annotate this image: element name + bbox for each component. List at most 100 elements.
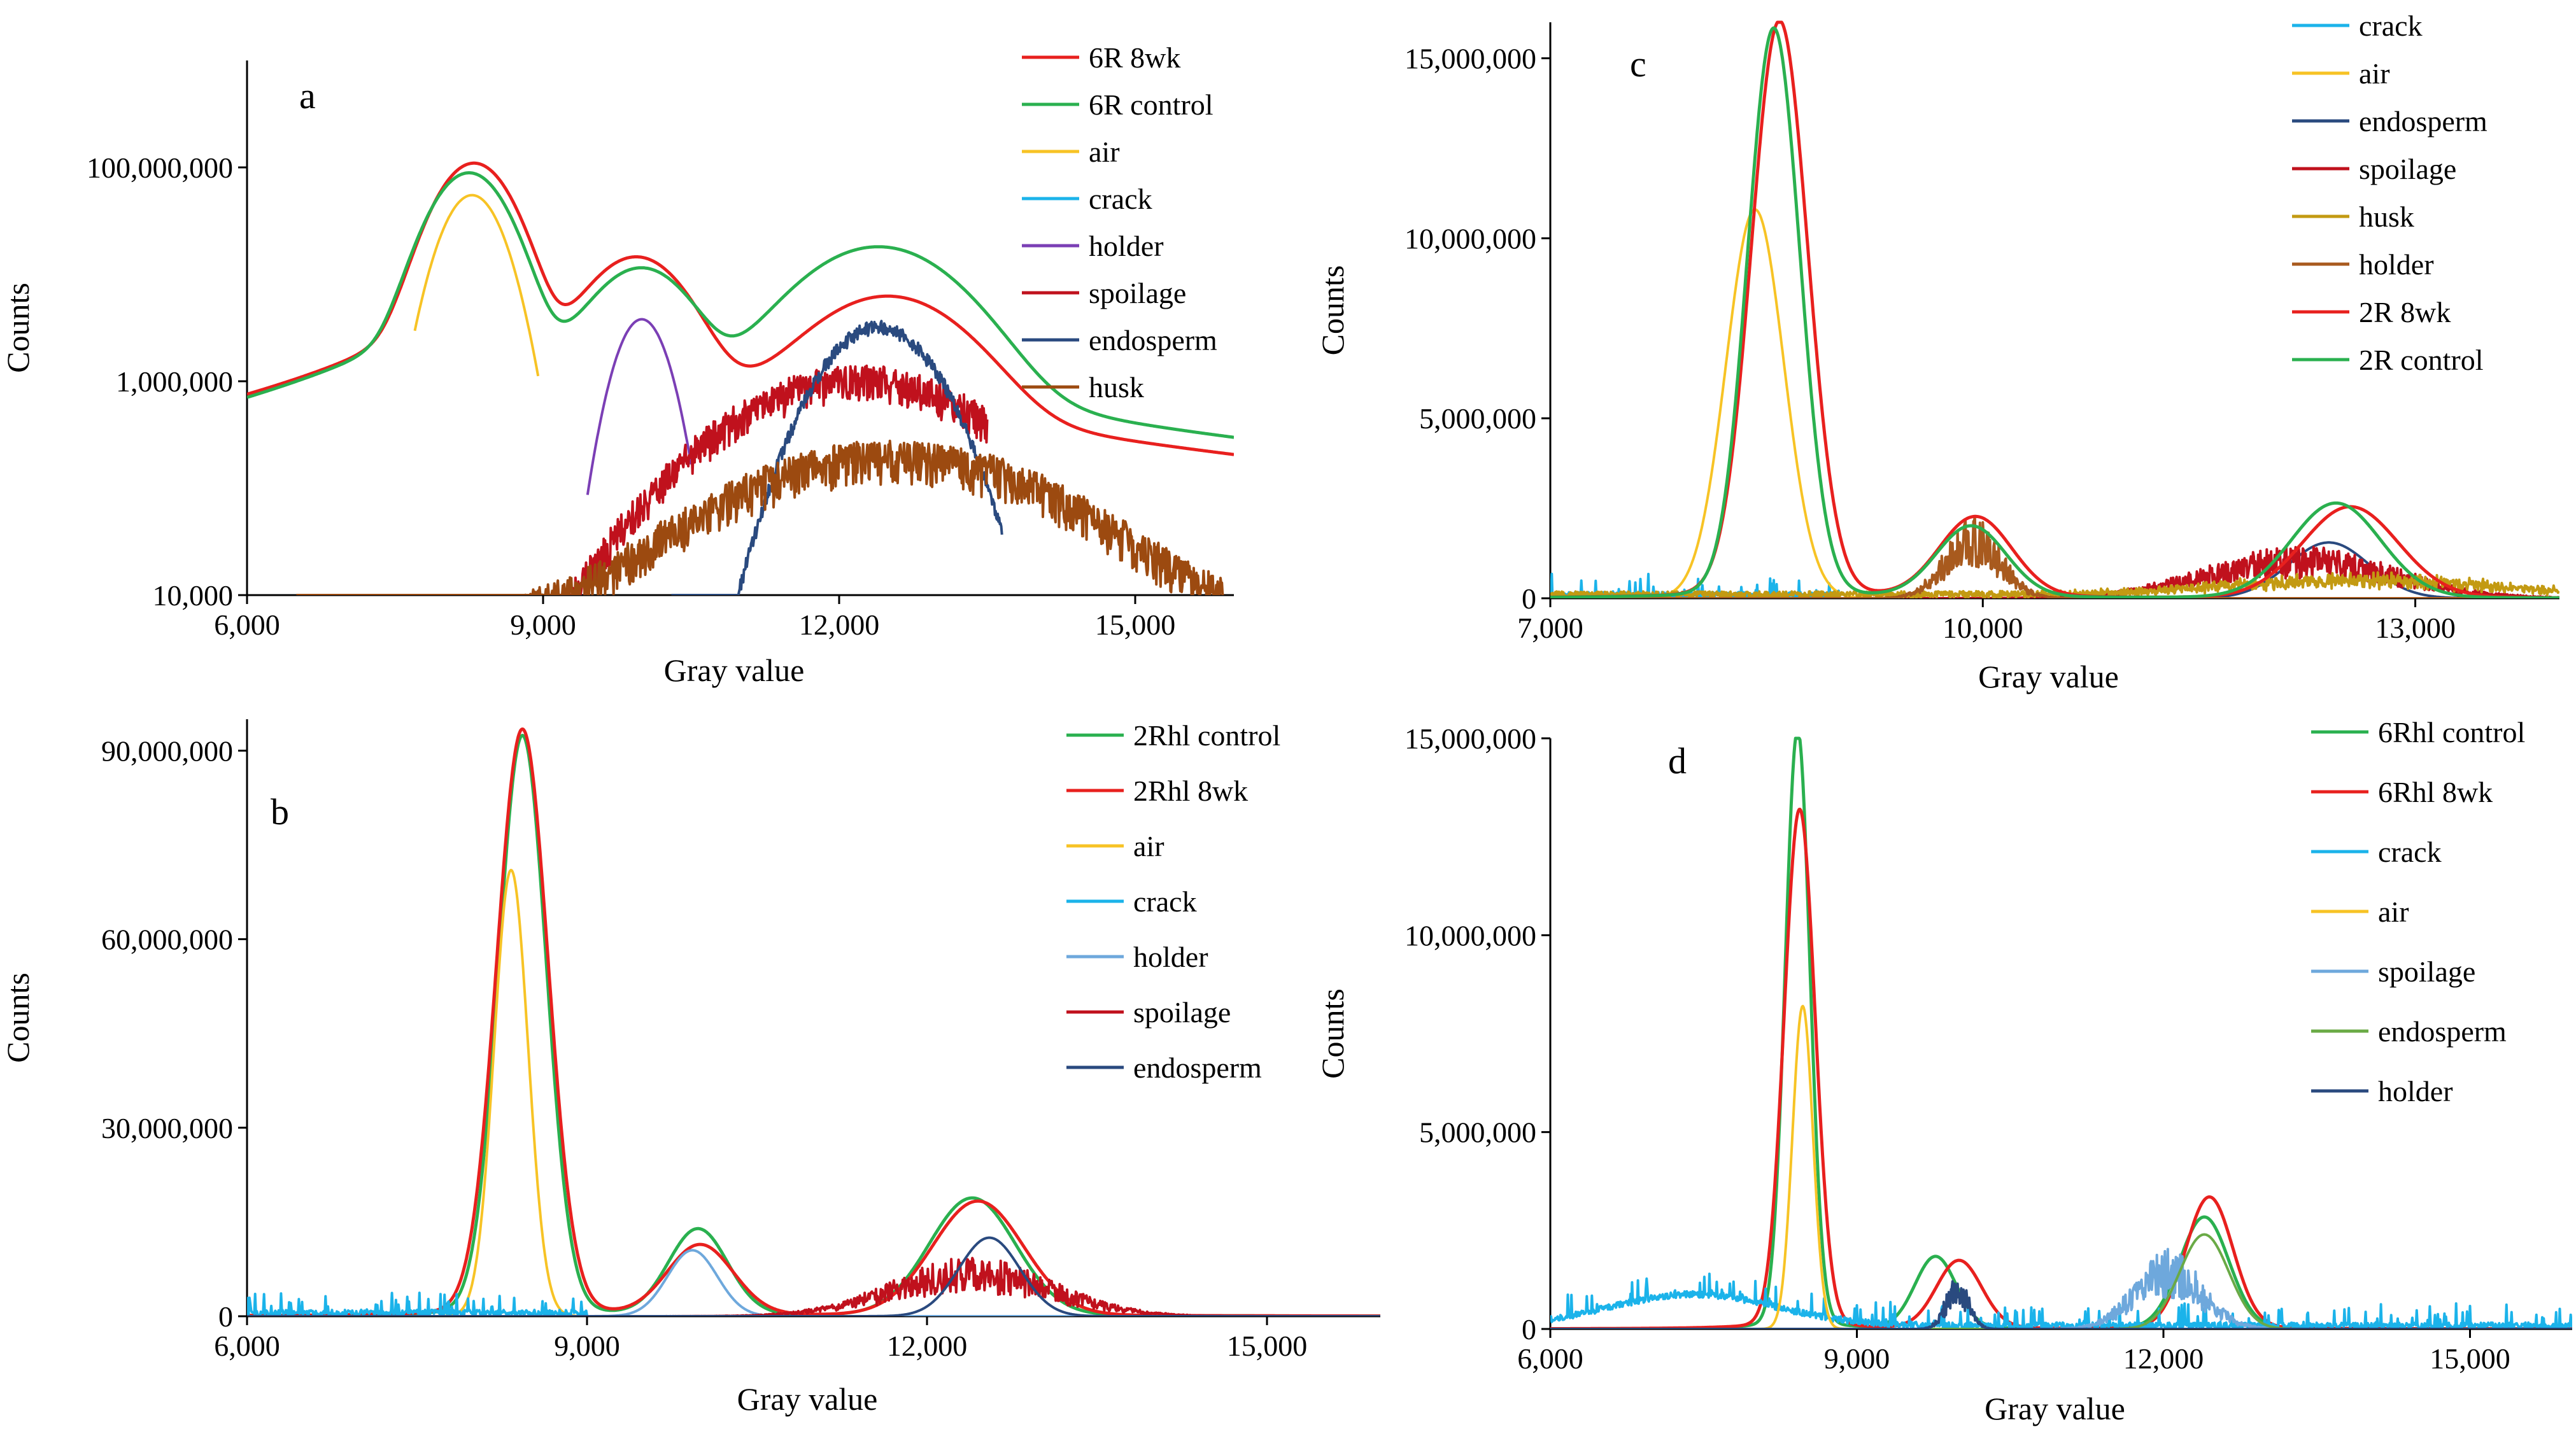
x-axis-title: Gray value	[737, 1381, 878, 1417]
x-tick-label: 9,000	[510, 608, 576, 641]
x-tick-label: 12,000	[799, 608, 880, 641]
panel-b: 6,000 9,000 12,000 15,000 0 30,000,000 60,000,…	[0, 719, 1380, 1417]
panel-c: 7,000 10,000 13,000 0 5,000,000 10,000,000 15,…	[1315, 10, 2559, 694]
legend-entry: holder	[2311, 1075, 2453, 1107]
legend-label: 2R 8wk	[2359, 296, 2451, 328]
x-tick-label: 15,000	[2430, 1342, 2510, 1375]
y-axis-title: Counts	[1315, 988, 1350, 1079]
y-tick-label: 100,000,000	[87, 151, 233, 184]
series-line-crack	[1550, 1272, 2572, 1329]
panel-d: 6,000 9,000 12,000 15,000 0 5,000,000 10,000,0…	[1315, 716, 2572, 1426]
x-tick-label: 12,000	[887, 1330, 968, 1362]
legend-label: air	[1089, 136, 1120, 168]
legend-label: endosperm	[1133, 1051, 1262, 1084]
series-line-air	[247, 869, 1380, 1316]
series-line-6r-control	[247, 171, 1234, 439]
x-tick-label: 7,000	[1517, 612, 1583, 644]
series-line-holder	[247, 1249, 1380, 1316]
y-tick-label: 0	[218, 1300, 233, 1333]
series-line-air	[1550, 208, 2559, 598]
series-line-crack	[1550, 572, 2559, 598]
y-tick-label: 10,000	[153, 579, 234, 612]
legend-entry: spoilage	[1022, 277, 1186, 309]
legend-label: husk	[1089, 371, 1144, 404]
plot-area	[247, 727, 1380, 1316]
legend-entry: endosperm	[1022, 324, 1217, 356]
legend-entry: air	[1066, 830, 1164, 862]
legend-entry: 2R control	[2292, 344, 2483, 376]
legend-label: husk	[2359, 200, 2414, 233]
x-tick-label: 6,000	[1517, 1342, 1583, 1375]
legend-label: 6Rhl 8wk	[2378, 776, 2493, 808]
legend-entry: 6R control	[1022, 88, 1213, 121]
legend-entry: holder	[2292, 248, 2434, 281]
legend-entry: air	[2292, 57, 2390, 90]
legend-label: endosperm	[1089, 324, 1217, 356]
legend-entry: endosperm	[2311, 1015, 2507, 1048]
legend-entry: 2R 8wk	[2292, 296, 2451, 328]
series-line-husk	[295, 439, 1225, 595]
x-tick-label: 15,000	[1095, 608, 1176, 641]
y-tick-label: 10,000,000	[1405, 222, 1536, 255]
y-tick-label: 90,000,000	[101, 735, 233, 767]
x-axis-title: Gray value	[1985, 1391, 2125, 1426]
y-tick-label: 5,000,000	[1419, 402, 1536, 435]
x-tick-label: 15,000	[1227, 1330, 1308, 1362]
legend-label: endosperm	[2378, 1015, 2507, 1048]
legend-entry: 6R 8wk	[1022, 41, 1180, 74]
legend-entry: crack	[1022, 183, 1152, 215]
legend-label: air	[1133, 830, 1164, 862]
x-tick-label: 13,000	[2375, 612, 2456, 644]
y-tick-label: 0	[1522, 582, 1536, 615]
legend-entry: husk	[1022, 371, 1144, 404]
legend-label: 6R 8wk	[1089, 41, 1180, 74]
legend-label: holder	[2378, 1075, 2453, 1107]
series-line-air	[413, 193, 540, 377]
legend-label: 2R control	[2359, 344, 2483, 376]
y-tick-label: 0	[1522, 1313, 1536, 1346]
legend-entry: 6Rhl 8wk	[2311, 776, 2493, 808]
x-axis-title: Gray value	[1978, 659, 2119, 694]
series-line-crack	[247, 1291, 1380, 1316]
y-tick-label: 15,000,000	[1405, 43, 1536, 75]
legend-entry: air	[1022, 136, 1120, 168]
legend-entry: endosperm	[2292, 105, 2488, 137]
legend-label: air	[2359, 57, 2390, 90]
legend-entry: 2Rhl 8wk	[1066, 775, 1248, 807]
legend-entry: crack	[2292, 10, 2423, 42]
legend-label: spoilage	[2359, 153, 2456, 185]
legend-label: air	[2378, 896, 2409, 928]
legend-entry: holder	[1066, 941, 1208, 973]
x-tick-label: 6,000	[214, 608, 280, 641]
series-line-6rhl-8wk	[1550, 808, 2572, 1329]
legend-entry: spoilage	[2292, 153, 2456, 185]
panel-letter: b	[271, 791, 289, 833]
legend-entry: spoilage	[1066, 996, 1231, 1029]
legend-label: 6Rhl control	[2378, 716, 2525, 749]
plot-area	[1550, 20, 2559, 598]
legend-label: holder	[1133, 941, 1208, 973]
legend-entry: 6Rhl control	[2311, 716, 2525, 749]
y-tick-label: 1,000,000	[116, 365, 233, 398]
y-tick-label: 15,000,000	[1405, 722, 1536, 755]
legend-entry: air	[2311, 896, 2409, 928]
x-tick-label: 9,000	[1824, 1342, 1890, 1375]
y-tick-label: 30,000,000	[101, 1112, 233, 1144]
y-axis-title: Counts	[0, 283, 36, 373]
panel-a: 6,000 9,000 12,000 15,000 10,000 1,000,000 100…	[0, 41, 1234, 688]
legend-label: crack	[1133, 885, 1197, 918]
plot-area	[1550, 736, 2572, 1329]
legend-label: 2Rhl 8wk	[1133, 775, 1248, 807]
legend-label: crack	[2359, 10, 2423, 42]
legend-entry: crack	[1066, 885, 1197, 918]
legend-label: spoilage	[1133, 996, 1231, 1029]
x-axis-title: Gray value	[664, 652, 805, 688]
legend-label: 2Rhl control	[1133, 719, 1280, 752]
panel-letter: a	[299, 75, 316, 116]
panel-letter: c	[1630, 43, 1646, 85]
y-tick-label: 60,000,000	[101, 924, 233, 956]
panel-letter: d	[1668, 740, 1687, 782]
legend-entry: holder	[1022, 230, 1164, 262]
plot-area	[247, 161, 1234, 595]
